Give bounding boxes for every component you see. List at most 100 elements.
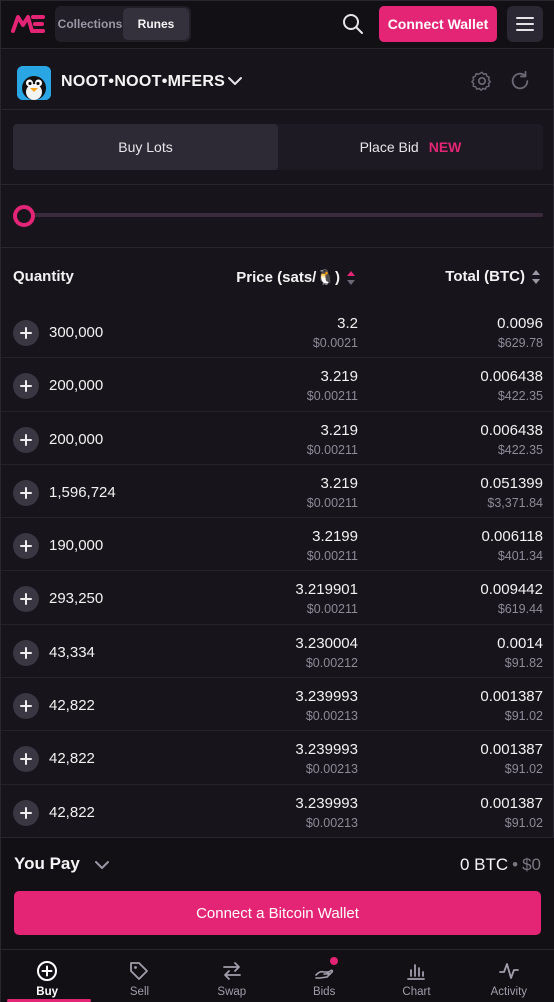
row-total: 0.001387	[480, 741, 543, 759]
add-lot-button[interactable]	[13, 693, 39, 720]
connect-wallet-button[interactable]: Connect Wallet	[379, 6, 497, 42]
penguin-icon	[17, 66, 51, 100]
section-switcher: Collections Runes	[55, 6, 191, 42]
bottom-nav: Buy Sell Swap Bids	[1, 949, 554, 1002]
chevron-down-icon[interactable]	[93, 856, 111, 874]
row-price: 3.239993	[295, 688, 358, 706]
row-total-usd: $401.34	[497, 549, 543, 564]
table-row[interactable]: 42,822 3.239993 $0.00213 0.001387 $91.02	[1, 785, 554, 838]
add-lot-button[interactable]	[13, 320, 39, 346]
pay-btc-amount: 0 BTC	[459, 855, 509, 874]
swap-icon	[222, 962, 241, 980]
add-lot-button[interactable]	[13, 533, 39, 560]
search-icon[interactable]	[341, 12, 365, 36]
nav-activity[interactable]: Activity	[463, 950, 554, 1002]
nav-swap[interactable]: Swap	[186, 950, 278, 1002]
pay-separator: •	[512, 855, 519, 874]
row-quantity: 1,596,724	[49, 483, 116, 501]
plus-icon	[20, 753, 32, 766]
token-avatar	[17, 66, 51, 100]
add-lot-button[interactable]	[13, 586, 39, 613]
quantity-slider-handle[interactable]	[13, 205, 35, 227]
table-row[interactable]: 1,596,724 3.219 $0.00211 0.051399 $3,371…	[1, 465, 554, 519]
plus-icon	[20, 593, 32, 606]
tab-buy-lots[interactable]: Buy Lots	[13, 124, 278, 170]
table-row[interactable]: 42,822 3.239993 $0.00213 0.001387 $91.02	[1, 678, 554, 732]
bar-chart-icon	[407, 964, 426, 980]
plus-icon	[20, 380, 32, 393]
plus-icon	[20, 433, 32, 446]
nav-buy-label: Buy	[36, 986, 59, 998]
tab-runes[interactable]: Runes	[123, 8, 189, 40]
row-total: 0.009442	[480, 581, 543, 599]
nav-swap-label: Swap	[217, 986, 247, 998]
table-row[interactable]: 300,000 3.2 $0.0021 0.0096 $629.78	[1, 305, 554, 359]
table-row[interactable]: 43,334 3.230004 $0.00212 0.0014 $91.82	[1, 625, 554, 679]
pay-usd-amount: $0	[522, 855, 541, 874]
row-total: 0.0014	[497, 634, 543, 652]
column-header-price[interactable]: Price (sats/🐧)	[236, 268, 356, 286]
add-lot-button[interactable]	[13, 639, 39, 666]
plus-icon	[20, 806, 32, 819]
nav-activity-label: Activity	[490, 986, 528, 998]
row-quantity: 300,000	[49, 324, 104, 341]
row-quantity: 43,334	[49, 643, 95, 661]
top-header: Collections Runes Connect Wallet	[1, 1, 554, 49]
add-lot-button[interactable]	[13, 479, 39, 506]
row-quantity: 293,250	[49, 590, 104, 608]
plus-icon	[20, 646, 32, 659]
add-lot-button[interactable]	[13, 373, 39, 400]
magic-eden-logo[interactable]	[11, 11, 45, 37]
refresh-icon[interactable]	[509, 70, 531, 92]
column-header-total[interactable]: Total (BTC)	[445, 268, 541, 285]
listings-table: 300,000 3.2 $0.0021 0.0096 $629.78 200,0…	[1, 305, 554, 838]
nav-chart-label: Chart	[402, 986, 431, 998]
row-total: 0.006438	[480, 421, 543, 439]
row-price-usd: $0.00211	[306, 442, 358, 457]
row-total-usd: $91.02	[504, 815, 543, 830]
row-price: 3.219901	[295, 581, 358, 599]
nav-sell[interactable]: Sell	[93, 950, 185, 1002]
row-total: 0.0096	[497, 315, 543, 332]
new-badge: NEW	[428, 139, 462, 155]
row-price-usd: $0.00212	[305, 655, 358, 670]
nav-buy[interactable]: Buy	[1, 950, 93, 1002]
plus-circle-icon	[37, 961, 58, 981]
add-lot-button[interactable]	[13, 426, 39, 453]
bid-hand-icon	[313, 957, 339, 982]
token-selector-row: NOOT•NOOT•MFERS	[1, 50, 554, 110]
add-lot-button[interactable]	[13, 799, 39, 826]
quantity-slider-track[interactable]	[23, 213, 543, 217]
nav-chart[interactable]: Chart	[370, 950, 462, 1002]
you-pay-label[interactable]: You Pay	[14, 854, 80, 873]
row-price-usd: $0.00211	[306, 495, 358, 510]
gear-icon[interactable]	[471, 70, 493, 92]
row-price-usd: $0.0021	[312, 336, 358, 350]
table-row[interactable]: 42,822 3.239993 $0.00213 0.001387 $91.02	[1, 731, 554, 785]
tab-place-bid[interactable]: Place Bid NEW	[278, 124, 543, 170]
table-row[interactable]: 190,000 3.2199 $0.00211 0.006118 $401.34	[1, 518, 554, 572]
row-price-usd: $0.00211	[306, 602, 358, 617]
sort-icon	[532, 270, 540, 285]
nav-bids[interactable]: Bids	[278, 950, 370, 1002]
activity-icon	[498, 963, 519, 979]
sort-icon	[347, 271, 355, 286]
tab-buy-lots-label: Buy Lots	[118, 139, 173, 155]
hamburger-icon	[516, 17, 534, 31]
row-quantity: 42,822	[49, 803, 95, 821]
menu-button[interactable]	[507, 6, 543, 42]
connect-bitcoin-wallet-button[interactable]: Connect a Bitcoin Wallet	[14, 891, 541, 935]
divider	[1, 247, 554, 248]
row-total: 0.051399	[480, 474, 543, 492]
table-row[interactable]: 293,250 3.219901 $0.00211 0.009442 $619.…	[1, 571, 554, 625]
row-total-usd: $422.35	[497, 442, 543, 457]
table-row[interactable]: 200,000 3.219 $0.00211 0.006438 $422.35	[1, 412, 554, 465]
token-name[interactable]: NOOT•NOOT•MFERS	[61, 73, 226, 90]
add-lot-button[interactable]	[13, 746, 39, 773]
row-price: 3.2199	[312, 528, 358, 546]
row-price: 3.219	[320, 421, 358, 439]
chevron-down-icon[interactable]	[226, 72, 244, 90]
table-row[interactable]: 200,000 3.219 $0.00211 0.006438 $422.35	[1, 358, 554, 412]
tag-icon	[130, 962, 149, 980]
tab-collections[interactable]: Collections	[57, 17, 123, 31]
